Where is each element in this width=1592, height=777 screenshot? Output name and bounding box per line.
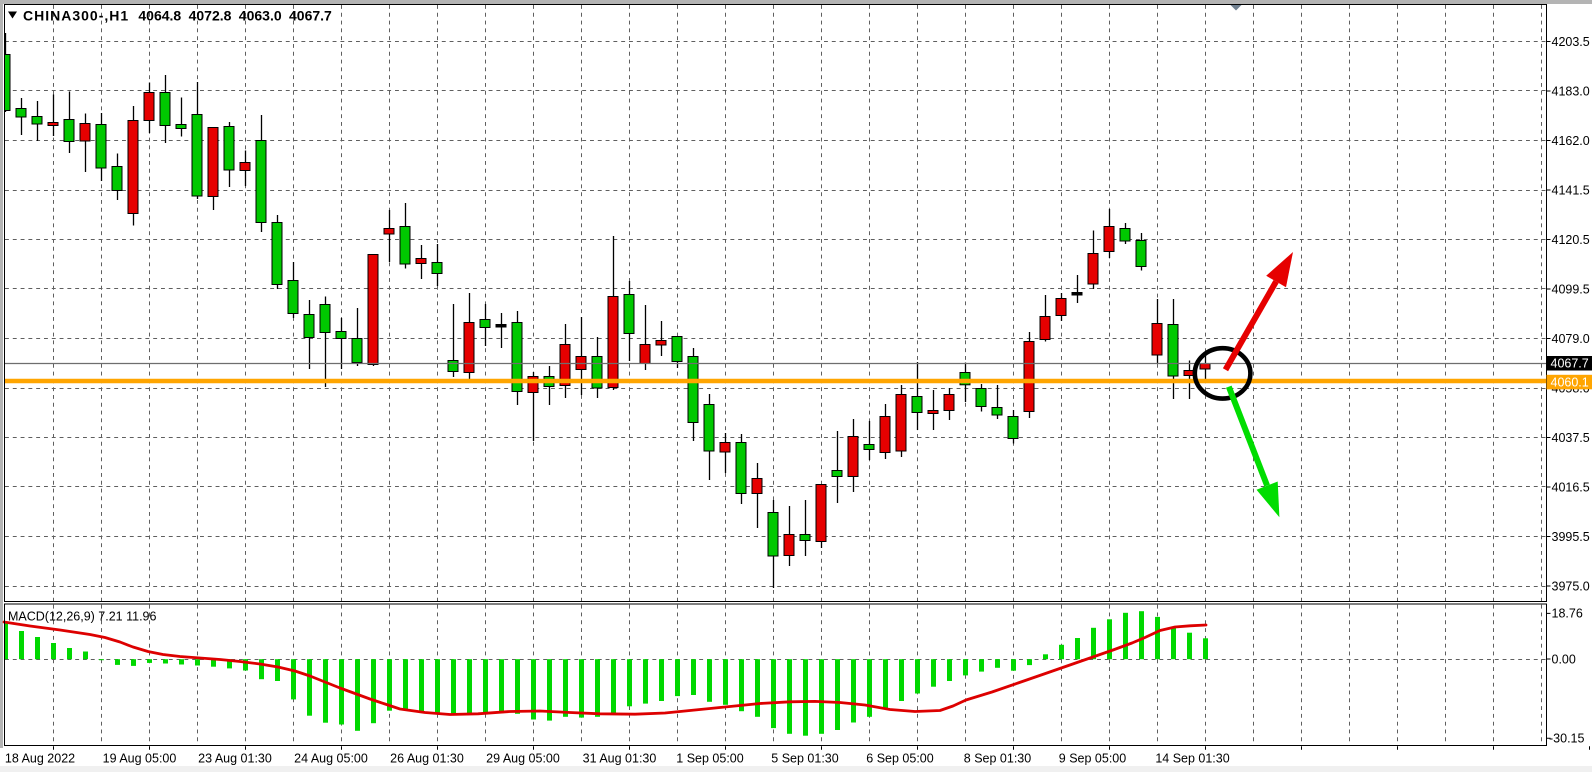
svg-text:4141.5: 4141.5 xyxy=(1552,183,1590,197)
svg-text:3995.5: 3995.5 xyxy=(1552,530,1590,544)
svg-text:4120.5: 4120.5 xyxy=(1552,233,1590,247)
svg-text:4162.0: 4162.0 xyxy=(1552,134,1590,148)
svg-text:4203.5: 4203.5 xyxy=(1552,35,1590,49)
svg-text:4067.7: 4067.7 xyxy=(1551,357,1589,371)
svg-text:3975.0: 3975.0 xyxy=(1552,579,1590,593)
svg-text:MACD(12,26,9) 7.21 11.96: MACD(12,26,9) 7.21 11.96 xyxy=(8,610,157,624)
svg-text:4079.0: 4079.0 xyxy=(1552,332,1590,346)
svg-text:4063.0: 4063.0 xyxy=(239,8,282,24)
svg-text:4064.8: 4064.8 xyxy=(138,8,181,24)
svg-text:5 Sep 01:30: 5 Sep 01:30 xyxy=(771,752,838,766)
svg-text:0.00: 0.00 xyxy=(1552,652,1576,666)
svg-text:19 Aug 05:00: 19 Aug 05:00 xyxy=(103,752,177,766)
svg-text:26 Aug 01:30: 26 Aug 01:30 xyxy=(390,752,464,766)
svg-text:CHINA300-,H1: CHINA300-,H1 xyxy=(23,8,129,24)
svg-text:4037.5: 4037.5 xyxy=(1552,431,1590,445)
svg-text:6 Sep 05:00: 6 Sep 05:00 xyxy=(866,752,933,766)
svg-text:31 Aug 01:30: 31 Aug 01:30 xyxy=(583,752,657,766)
svg-text:4099.5: 4099.5 xyxy=(1552,282,1590,296)
svg-text:14 Sep 01:30: 14 Sep 01:30 xyxy=(1155,752,1229,766)
svg-text:4060.1: 4060.1 xyxy=(1551,375,1589,389)
svg-text:24 Aug 05:00: 24 Aug 05:00 xyxy=(294,752,368,766)
svg-text:4067.7: 4067.7 xyxy=(289,8,332,24)
svg-text:1 Sep 05:00: 1 Sep 05:00 xyxy=(676,752,743,766)
svg-text:4072.8: 4072.8 xyxy=(189,8,232,24)
svg-text:9 Sep 05:00: 9 Sep 05:00 xyxy=(1059,752,1126,766)
svg-text:18 Aug 2022: 18 Aug 2022 xyxy=(5,752,75,766)
svg-text:4016.5: 4016.5 xyxy=(1552,480,1590,494)
svg-text:8 Sep 01:30: 8 Sep 01:30 xyxy=(964,752,1031,766)
svg-text:23 Aug 01:30: 23 Aug 01:30 xyxy=(198,752,272,766)
svg-text:29 Aug 05:00: 29 Aug 05:00 xyxy=(486,752,560,766)
svg-text:-30.15: -30.15 xyxy=(1549,732,1584,746)
svg-text:18.76: 18.76 xyxy=(1552,607,1583,621)
svg-text:4183.0: 4183.0 xyxy=(1552,84,1590,98)
